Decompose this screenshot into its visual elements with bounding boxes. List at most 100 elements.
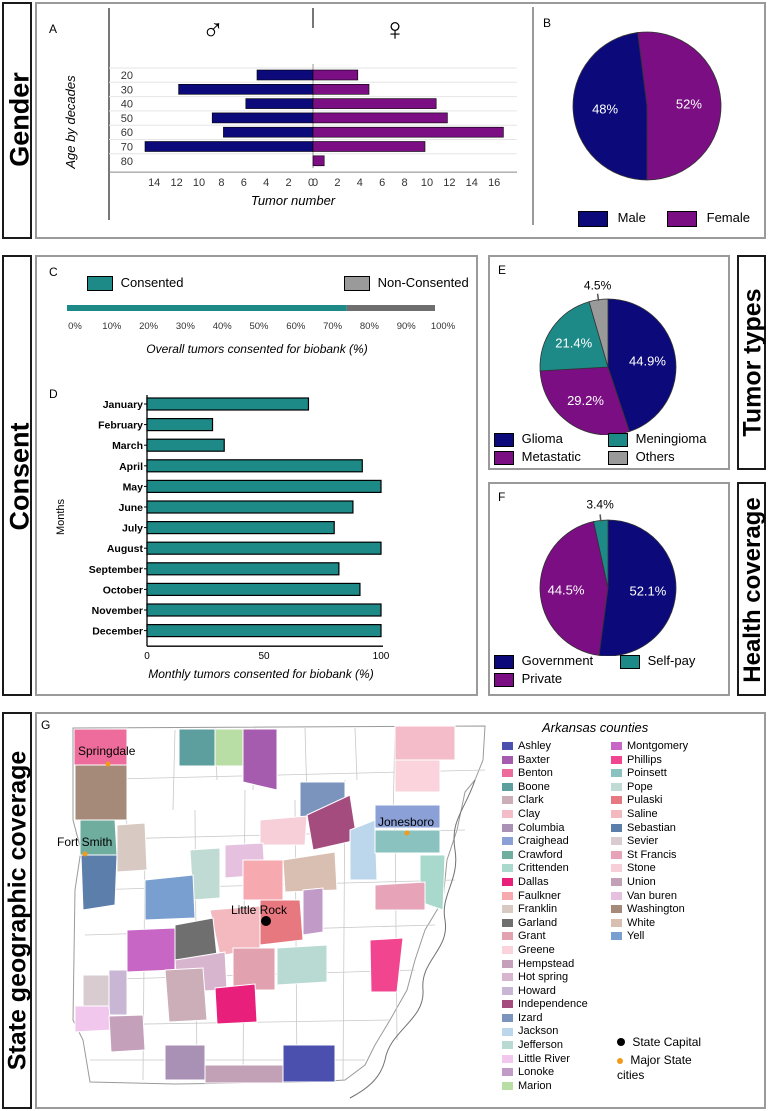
county-legend-item: Sevier bbox=[611, 835, 688, 849]
age-tick-label: 70 bbox=[121, 142, 133, 154]
female-bar bbox=[312, 84, 370, 95]
major-cities-legend-label: Major State cities bbox=[617, 1053, 692, 1082]
female-x-tick-label: 16 bbox=[488, 177, 500, 189]
county-legend-swatch bbox=[502, 823, 513, 832]
month-bar bbox=[146, 479, 382, 494]
county-legend-item: Jackson bbox=[502, 1025, 588, 1039]
major-cities-legend: Major State cities bbox=[617, 1053, 707, 1083]
county-legend-item: Yell bbox=[611, 930, 688, 944]
private-value-label: 44.5% bbox=[548, 583, 585, 598]
legend-glioma-swatch bbox=[494, 432, 514, 447]
non-consented-bar bbox=[346, 305, 435, 311]
legend-meningioma-swatch bbox=[608, 432, 628, 447]
boone-county bbox=[178, 728, 216, 767]
county-legend-label: White bbox=[627, 916, 656, 929]
capital-legend-dot bbox=[617, 1038, 625, 1046]
month-bar bbox=[146, 541, 382, 555]
county-legend-label: Washington bbox=[627, 903, 685, 916]
y-axis-title: Age by decades bbox=[63, 75, 78, 170]
legend-consented-label: Consented bbox=[120, 275, 184, 290]
county-legend-label: Clark bbox=[518, 794, 544, 807]
county-legend-item: Dallas bbox=[502, 876, 588, 890]
county-legend-label: Phillips bbox=[627, 753, 662, 766]
county-legend-swatch bbox=[611, 810, 622, 819]
male-bar bbox=[178, 84, 314, 95]
county-legend-label: Montgomery bbox=[627, 740, 689, 752]
geo-section-label: State geographic coverage bbox=[3, 750, 32, 1071]
county-legend-item: Sebastian bbox=[611, 822, 688, 836]
county-legend-swatch bbox=[611, 864, 622, 873]
legend-male-label: Male bbox=[617, 210, 646, 225]
county-legend-label: Poinsett bbox=[627, 767, 667, 780]
legend-metastatic: Metastatic bbox=[494, 449, 581, 465]
private-slice bbox=[539, 521, 609, 656]
white-county bbox=[282, 851, 338, 893]
county-legend-label: Crittenden bbox=[518, 862, 569, 875]
county-shapes bbox=[73, 725, 456, 1084]
month-bar bbox=[146, 418, 214, 432]
howard-county bbox=[106, 969, 128, 1016]
female-x-tick-label: 14 bbox=[466, 177, 478, 189]
county-legend-swatch bbox=[502, 1027, 513, 1036]
legend-private-swatch bbox=[494, 672, 514, 687]
county-legend-label: Stone bbox=[627, 862, 656, 875]
county-legend-item: Phillips bbox=[611, 754, 688, 768]
panel-letter-c: C bbox=[49, 265, 58, 279]
geo-section-label-box: State geographic coverage bbox=[2, 712, 32, 1109]
county-legend-swatch bbox=[502, 864, 513, 873]
county-legend-item: Ashley bbox=[502, 740, 588, 754]
month-label: September bbox=[89, 564, 143, 576]
government-value-label: 52.1% bbox=[629, 584, 666, 599]
male-bar bbox=[256, 69, 314, 81]
lonoke-county bbox=[302, 887, 324, 936]
county-legend-swatch bbox=[611, 918, 622, 927]
month-label: June bbox=[118, 502, 143, 514]
others-value-label: 4.5% bbox=[584, 279, 612, 293]
county-legend-item: Crawford bbox=[502, 849, 588, 863]
consent-tick-label: 20% bbox=[139, 321, 159, 332]
county-legend-swatch bbox=[502, 796, 513, 805]
month-x-tick-label: 100 bbox=[373, 651, 390, 662]
little-river-county bbox=[74, 1005, 112, 1033]
legend-metastatic-label: Metastatic bbox=[521, 449, 581, 464]
others-leader-line bbox=[596, 293, 600, 302]
legend-female-swatch bbox=[667, 210, 697, 227]
month-bar bbox=[146, 500, 354, 514]
county-legend-item: Benton bbox=[502, 767, 588, 781]
female-x-tick-label: 2 bbox=[334, 177, 340, 189]
self-pay-leader-line bbox=[599, 514, 602, 522]
county-legend-item: White bbox=[611, 917, 688, 931]
month-label: November bbox=[92, 605, 143, 617]
age-tick-label: 80 bbox=[121, 156, 133, 168]
washington-county bbox=[74, 764, 128, 821]
county-legend-label: Baxter bbox=[518, 753, 550, 766]
consent-tick-label: 30% bbox=[176, 321, 196, 332]
county-legend-item: Van buren bbox=[611, 890, 688, 904]
overall-consent-chart: 0% 10% 20% 30% 40% 50% 60% 70% 80% 90% 100% Overall… bbox=[67, 305, 456, 356]
meningioma-slice bbox=[539, 301, 609, 372]
county-legend-item: Jefferson bbox=[502, 1039, 588, 1053]
month-bar bbox=[146, 459, 363, 473]
county-legend-label: Union bbox=[627, 875, 656, 888]
stone-county bbox=[259, 815, 308, 846]
county-legend-swatch bbox=[502, 1013, 513, 1022]
male-value-label: 48% bbox=[592, 102, 618, 117]
jonesboro-city-marker bbox=[404, 830, 410, 836]
legend-consented-swatch bbox=[87, 276, 113, 292]
legend-metastatic-swatch bbox=[494, 450, 514, 465]
glioma-slice bbox=[607, 298, 677, 433]
county-legend-label: Izard bbox=[518, 1011, 543, 1024]
male-bar bbox=[144, 141, 314, 152]
gender-pie-chart: 48% 52% bbox=[572, 31, 722, 181]
metastatic-value-label: 29.2% bbox=[567, 393, 604, 408]
female-slice bbox=[637, 31, 722, 181]
county-legend-swatch bbox=[502, 986, 513, 995]
month-label: February bbox=[98, 420, 143, 432]
county-legend-column-1: Ashley Baxter Benton Boone Clark Clay Columbia… bbox=[502, 740, 588, 1093]
consent-tick-label: 60% bbox=[286, 321, 306, 332]
male-x-tick-label: 10 bbox=[193, 177, 205, 189]
female-x-tick-label: 0 bbox=[312, 177, 318, 189]
female-x-tick-label: 8 bbox=[402, 177, 408, 189]
county-legend-swatch bbox=[502, 837, 513, 846]
month-x-tick-label: 0 bbox=[144, 651, 150, 662]
